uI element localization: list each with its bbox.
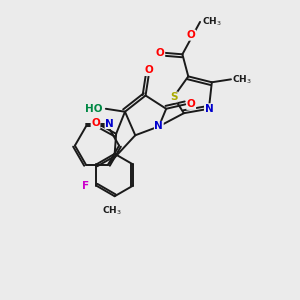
Text: O: O xyxy=(144,65,153,76)
Text: N: N xyxy=(105,118,114,128)
Text: F: F xyxy=(82,181,89,190)
Text: CH$_3$: CH$_3$ xyxy=(202,16,221,28)
Text: O: O xyxy=(187,30,196,40)
Text: CH$_3$: CH$_3$ xyxy=(232,73,252,86)
Text: N: N xyxy=(154,122,163,131)
Text: O: O xyxy=(156,48,165,58)
Text: S: S xyxy=(170,92,177,102)
Text: HO: HO xyxy=(85,104,103,114)
Text: N: N xyxy=(205,104,213,114)
Text: O: O xyxy=(91,118,100,128)
Text: O: O xyxy=(187,99,196,110)
Text: CH$_3$: CH$_3$ xyxy=(102,205,122,217)
